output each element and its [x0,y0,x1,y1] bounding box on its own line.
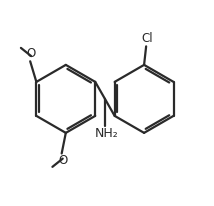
Text: NH₂: NH₂ [95,127,119,140]
Text: Cl: Cl [141,32,153,45]
Text: O: O [58,154,67,167]
Text: O: O [27,47,36,60]
